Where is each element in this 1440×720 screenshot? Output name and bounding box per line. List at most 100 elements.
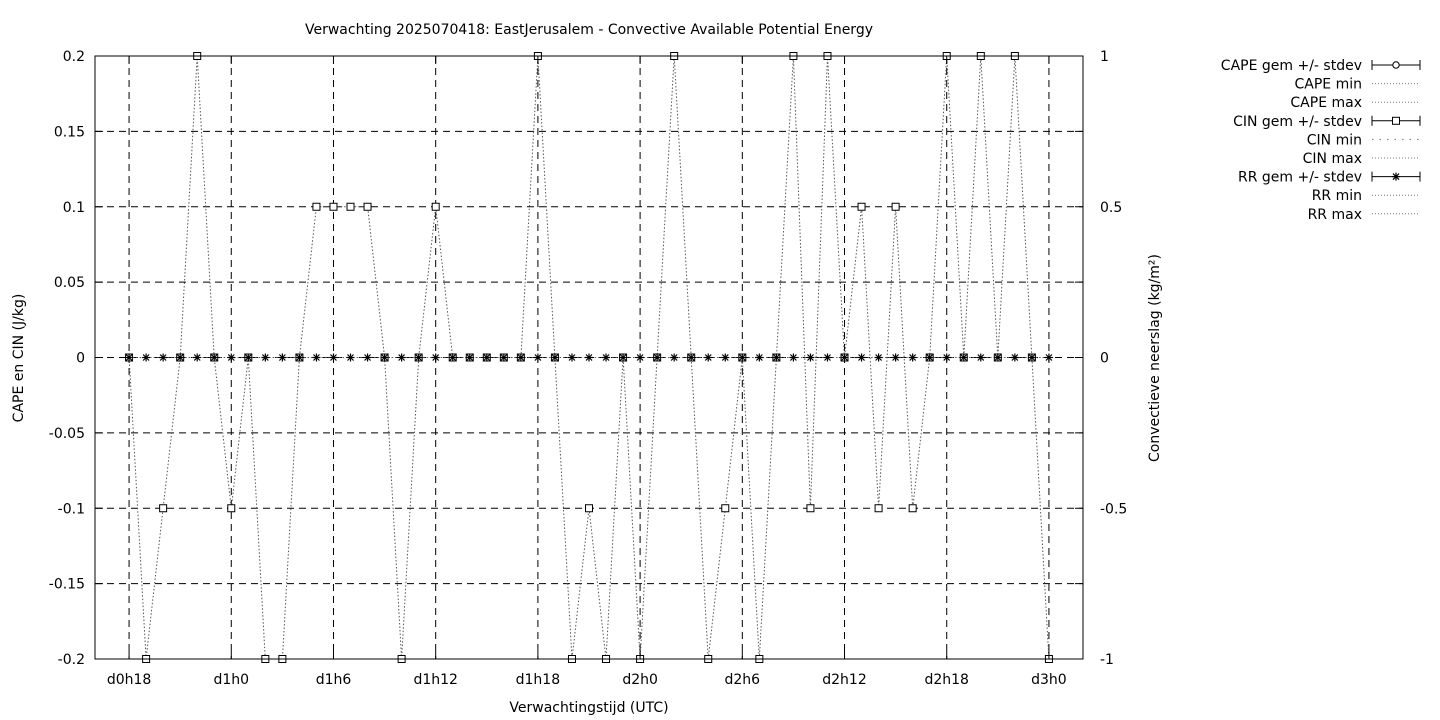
legend-star-marker xyxy=(1392,172,1400,181)
star-stroke xyxy=(176,354,184,361)
star-stroke xyxy=(449,354,457,361)
star-stroke xyxy=(994,354,1002,361)
y-tick-label-left: 0.1 xyxy=(63,200,85,216)
rr-point xyxy=(1010,353,1019,362)
star-stroke xyxy=(330,354,337,361)
y-tick-label-left: -0.15 xyxy=(49,577,85,593)
x-tick-label: d2h6 xyxy=(725,672,761,688)
star-stroke xyxy=(1045,354,1053,361)
y-tick-label-left: -0.2 xyxy=(58,652,85,668)
star-stroke xyxy=(313,354,320,361)
star-stroke xyxy=(858,354,865,361)
star-stroke xyxy=(364,354,371,361)
legend-circle-marker xyxy=(1392,61,1400,69)
star-stroke xyxy=(210,354,218,361)
cin-point xyxy=(908,504,917,513)
star-stroke xyxy=(602,354,610,361)
star-stroke xyxy=(295,354,303,361)
star-stroke xyxy=(159,354,167,361)
star-stroke xyxy=(551,354,559,361)
rr-point xyxy=(670,353,679,362)
rr-point xyxy=(857,353,866,362)
rr-point xyxy=(176,353,185,362)
star-stroke xyxy=(1392,173,1400,181)
rr-point xyxy=(653,353,662,362)
rr-point xyxy=(295,353,304,362)
y-tick-label-left: -0.05 xyxy=(49,426,85,442)
series-layer xyxy=(125,52,1053,663)
rr-point xyxy=(448,353,457,362)
x-tick-label: d3h0 xyxy=(1031,672,1067,688)
star-stroke xyxy=(466,354,474,361)
star-stroke xyxy=(670,354,678,361)
star-stroke xyxy=(875,354,883,361)
legend-label: CAPE max xyxy=(1290,95,1362,111)
star-stroke xyxy=(636,354,644,361)
y-axis-label-right: Convectieve neerslag (kg/m²) xyxy=(1147,254,1163,462)
rr-point xyxy=(312,353,321,362)
star-stroke xyxy=(738,354,746,361)
rr-point xyxy=(363,353,372,362)
x-axis-label: Verwachtingstijd (UTC) xyxy=(509,700,668,716)
rr-point xyxy=(908,353,917,362)
cin-point xyxy=(891,202,900,211)
legend: CAPE gem +/- stdev CAPE min CAPE max CIN ge… xyxy=(1221,58,1421,223)
rr-point xyxy=(976,353,985,362)
star-stroke xyxy=(824,354,831,361)
rr-point xyxy=(414,353,423,362)
y-axis-label-left: CAPE en CIN (J/kg) xyxy=(11,294,27,423)
star-stroke xyxy=(755,354,763,361)
y-tick-label-right: 0.5 xyxy=(1100,200,1122,216)
star-stroke xyxy=(142,354,150,361)
rr-point xyxy=(244,353,253,362)
y-tick-label-right: -0.5 xyxy=(1100,501,1127,517)
star-stroke xyxy=(926,354,934,361)
legend-label: CAPE gem +/- stdev xyxy=(1221,58,1362,74)
rr-point xyxy=(619,353,628,362)
star-stroke xyxy=(892,354,900,361)
cin-point xyxy=(806,504,815,513)
star-stroke xyxy=(261,354,269,361)
x-tick-label: d1h12 xyxy=(413,672,457,688)
legend-label: RR gem +/- stdev xyxy=(1238,170,1362,186)
star-stroke xyxy=(534,354,542,361)
rr-point xyxy=(397,353,406,362)
rr-point xyxy=(567,353,576,362)
star-stroke xyxy=(125,354,133,361)
rr-point xyxy=(687,353,696,362)
cin-point xyxy=(721,504,730,513)
rr-point xyxy=(329,353,338,362)
rr-point xyxy=(993,353,1002,362)
star-stroke xyxy=(721,354,729,361)
cin-point xyxy=(159,504,168,513)
star-stroke xyxy=(227,354,235,361)
star-stroke xyxy=(585,354,593,361)
rr-point xyxy=(278,353,287,362)
star-stroke xyxy=(244,354,252,361)
star-stroke xyxy=(943,354,951,361)
star-stroke xyxy=(1011,354,1019,361)
star-stroke xyxy=(789,354,797,361)
rr-point xyxy=(1044,353,1053,362)
y-tick-label-right: 1 xyxy=(1100,49,1109,65)
y-tick-label-left: 0.05 xyxy=(54,275,85,291)
chart-title: Verwachting 2025070418: EastJerusalem - … xyxy=(305,22,873,38)
axis-ticks: 0.2 0.15 0.1 0.05 0 -0.05 -0.1 -0.15 -0.2 1 0.5 0 -0… xyxy=(49,49,1128,688)
legend-label: CAPE min xyxy=(1295,77,1363,93)
star-stroke xyxy=(687,354,695,361)
x-tick-label: d0h18 xyxy=(107,672,151,688)
cin-point xyxy=(329,202,338,211)
rr-point xyxy=(516,353,525,362)
rr-point xyxy=(125,353,134,362)
rr-point xyxy=(823,353,832,362)
cin-point xyxy=(874,504,883,513)
star-stroke xyxy=(807,354,814,361)
legend-label: CIN max xyxy=(1303,151,1362,167)
legend-square-marker xyxy=(1392,116,1400,125)
x-tick-label: d2h18 xyxy=(924,672,968,688)
rr-point xyxy=(159,353,168,362)
x-tick-label: d1h6 xyxy=(316,672,352,688)
star-stroke xyxy=(347,354,354,361)
x-tick-label: d2h0 xyxy=(622,672,658,688)
x-tick-label: d2h12 xyxy=(822,672,866,688)
